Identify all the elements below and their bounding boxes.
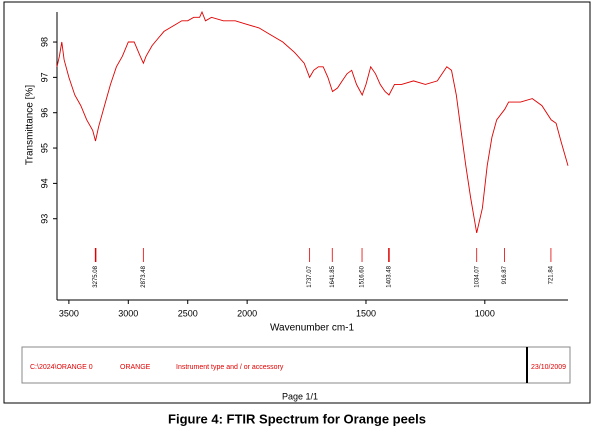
caption: Figure 4: FTIR Spectrum for Orange peels: [168, 411, 426, 426]
footer-date: 23/10/2009: [531, 364, 566, 371]
y-tick-label: 93: [39, 214, 49, 224]
peak-label: 1641.85: [330, 265, 336, 287]
frame: [3, 1, 591, 404]
peak-label: 916.87: [502, 265, 508, 284]
peak-label: 2873.48: [141, 265, 147, 287]
x-tick-label: 2500: [178, 308, 198, 318]
x-axis-label: Wavenumber cm-1: [270, 323, 355, 334]
y-tick-label: 96: [39, 108, 49, 118]
y-tick-label: 97: [39, 72, 49, 82]
y-axis-label: Transmittance [%]: [25, 85, 36, 165]
y-tick-label: 98: [39, 37, 49, 47]
x-tick-label: 3500: [59, 308, 79, 318]
footer-box: [21, 346, 571, 384]
x-tick-label: 3000: [118, 308, 138, 318]
x-tick-label: 1500: [356, 308, 376, 318]
peak-label: 1737.07: [307, 265, 313, 287]
peak-label: 3275.08: [93, 265, 99, 287]
x-tick-label: 1000: [475, 308, 495, 318]
spectrum-line: [56, 10, 569, 234]
y-tick-label: 95: [39, 143, 49, 153]
peak-label: 1034.07: [474, 265, 480, 287]
footer-sample: ORANGE: [120, 364, 151, 371]
peak-label: 1516.60: [360, 265, 366, 287]
y-tick-label: 94: [39, 178, 49, 188]
footer-instrument: Instrument type and / or accessory: [176, 364, 284, 371]
peak-label: 721.84: [549, 265, 555, 284]
page-number: Page 1/1: [282, 391, 318, 401]
x-tick-label: 2000: [237, 308, 257, 318]
peak-label: 1403.48: [386, 265, 392, 287]
footer-file: C:\2024\ORANGE 0: [30, 364, 93, 371]
